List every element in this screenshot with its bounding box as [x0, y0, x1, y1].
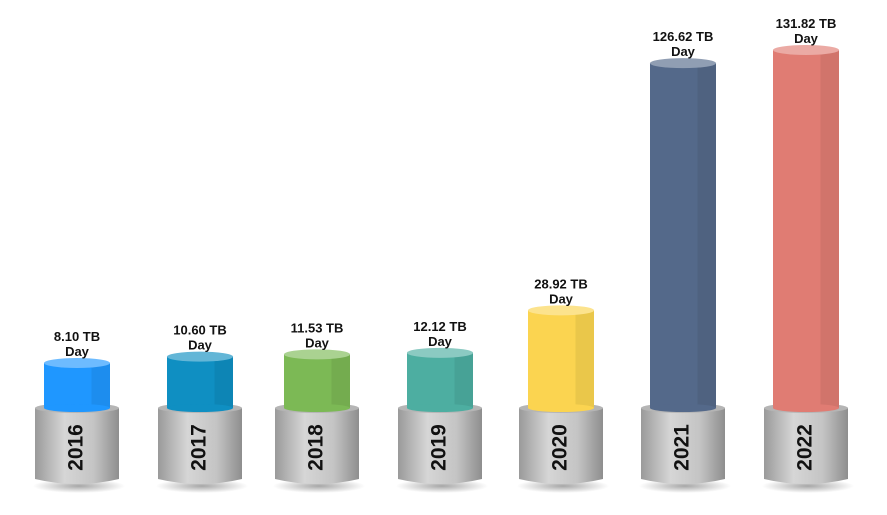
bar-shade: [91, 363, 110, 408]
value-label-unit: Day: [794, 31, 819, 46]
value-label-amount: 28.92 TB: [534, 276, 587, 291]
bar-top-cap: [167, 351, 233, 362]
value-label-amount: 11.53 TB: [291, 320, 344, 335]
bar-bottom: [284, 404, 350, 412]
value-label-amount: 12.12 TB: [413, 319, 466, 334]
value-label-amount: 126.62 TB: [653, 29, 714, 44]
category-label: 2017: [188, 424, 211, 471]
bar-shade: [697, 63, 716, 408]
bar-top-cap: [284, 349, 350, 360]
bar-top-cap: [528, 305, 594, 316]
bar-top-cap: [407, 347, 473, 358]
value-label-unit: Day: [65, 344, 90, 359]
pedestal: [35, 408, 119, 484]
pedestal: [764, 408, 848, 484]
bar-top-cap: [650, 58, 716, 69]
value-label-amount: 10.60 TB: [173, 323, 226, 338]
category-label: 2021: [671, 424, 694, 471]
value-label-amount: 131.82 TB: [776, 16, 837, 31]
value-label-amount: 8.10 TB: [54, 329, 100, 344]
pedestal: [275, 408, 359, 484]
pedestal: [519, 408, 603, 484]
value-label-unit: Day: [671, 44, 696, 59]
bar-shade: [454, 352, 473, 408]
value-label-unit: Day: [428, 334, 453, 349]
bar-bottom: [167, 404, 233, 412]
bar-bottom: [528, 404, 594, 412]
bar-bottom: [407, 404, 473, 412]
bar-top-cap: [773, 45, 839, 55]
category-label: 2022: [794, 424, 817, 471]
category-label: 2018: [305, 424, 328, 471]
bar-shade: [575, 310, 594, 408]
category-label: 2016: [65, 424, 88, 471]
bar-shade: [820, 50, 839, 408]
bar-shade: [331, 354, 350, 408]
bar-bottom: [44, 404, 110, 412]
bar-shade: [214, 356, 233, 408]
bar-bottom: [650, 404, 716, 412]
pedestal: [158, 408, 242, 484]
bar-bottom: [773, 404, 839, 412]
bar-top-cap: [44, 358, 110, 368]
value-label-unit: Day: [305, 335, 330, 350]
value-label-unit: Day: [188, 338, 213, 353]
value-label-unit: Day: [549, 291, 574, 306]
pedestal: [641, 408, 725, 484]
pedestal: [398, 408, 482, 484]
category-label: 2020: [549, 424, 572, 471]
category-label: 2019: [428, 424, 451, 471]
